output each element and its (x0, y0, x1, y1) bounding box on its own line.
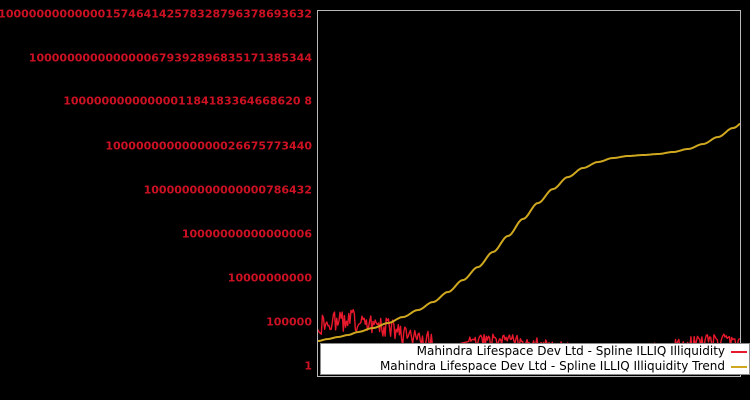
y-axis-tick-label: 1000000000000000679392896835171385344 (28, 51, 312, 65)
legend-item-label: Mahindra Lifespace Dev Ltd - Spline ILLI… (416, 344, 725, 358)
plot-area (317, 10, 741, 377)
legend-item: Mahindra Lifespace Dev Ltd - Spline ILLI… (321, 359, 749, 374)
y-axis-tick-label: 1000000000000000786432 (143, 183, 312, 197)
chart-legend: Mahindra Lifespace Dev Ltd - Spline ILLI… (320, 343, 750, 375)
legend-item-label: Mahindra Lifespace Dev Ltd - Spline ILLI… (379, 359, 725, 373)
legend-color-swatch (731, 365, 747, 368)
y-axis-tick-label: 100000000000000026675773440 (105, 139, 312, 153)
y-axis-tick-label: 10000000000 (227, 271, 312, 285)
y-axis-tick-label: 1 (304, 359, 312, 373)
y-axis-tick-label: 10000000000000006 (181, 227, 312, 241)
legend-item: Mahindra Lifespace Dev Ltd - Spline ILLI… (321, 344, 749, 359)
series-illiquidity-trend-line (318, 123, 740, 342)
y-axis-tick-label: 100000 (266, 315, 312, 329)
y-axis-tick-label: 1000000000000001184183364668620 8 (63, 94, 312, 108)
y-axis-tick-label: 1000000000000015746414257832879637869363… (0, 7, 312, 21)
legend-color-swatch (731, 350, 747, 353)
plot-svg (318, 123, 740, 361)
